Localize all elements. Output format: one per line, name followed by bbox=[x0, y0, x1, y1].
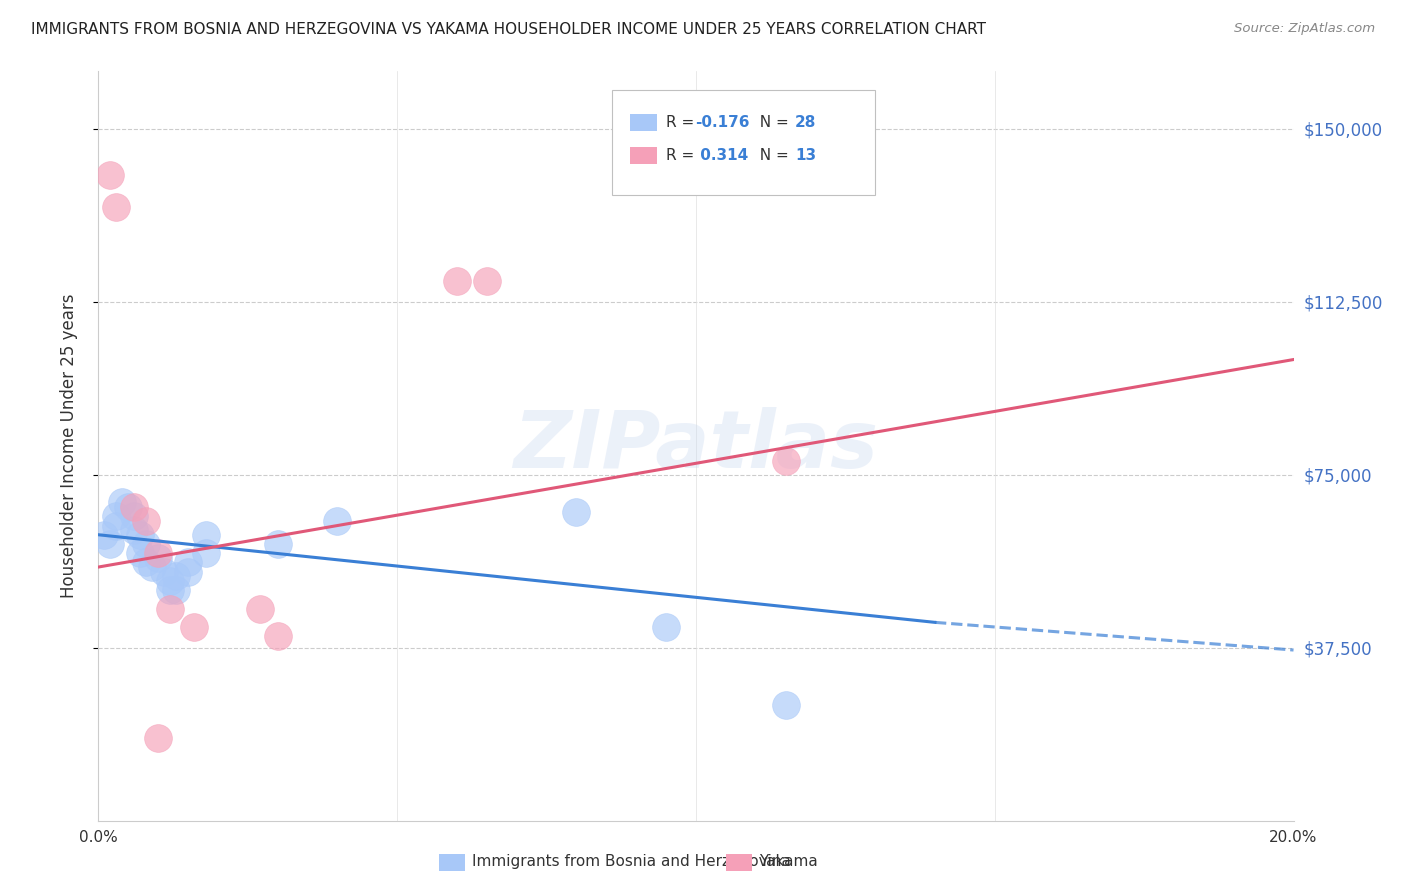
Text: 28: 28 bbox=[796, 115, 817, 130]
Point bbox=[135, 514, 157, 528]
Point bbox=[267, 537, 290, 551]
Text: ZIPatlas: ZIPatlas bbox=[513, 407, 879, 485]
Point bbox=[446, 274, 468, 288]
Text: Source: ZipAtlas.com: Source: ZipAtlas.com bbox=[1234, 22, 1375, 36]
Point bbox=[129, 546, 152, 560]
Point bbox=[124, 523, 146, 537]
FancyBboxPatch shape bbox=[630, 114, 657, 130]
Point bbox=[105, 509, 128, 524]
Point bbox=[105, 200, 128, 214]
Point bbox=[267, 629, 290, 643]
Point bbox=[775, 698, 797, 713]
Point bbox=[124, 509, 146, 524]
Point bbox=[105, 518, 128, 533]
Point bbox=[195, 546, 218, 560]
Text: IMMIGRANTS FROM BOSNIA AND HERZEGOVINA VS YAKAMA HOUSEHOLDER INCOME UNDER 25 YEA: IMMIGRANTS FROM BOSNIA AND HERZEGOVINA V… bbox=[31, 22, 986, 37]
Point bbox=[135, 537, 157, 551]
Point bbox=[98, 168, 122, 182]
Point bbox=[98, 537, 122, 551]
Text: N =: N = bbox=[749, 115, 793, 130]
Text: Immigrants from Bosnia and Herzegovina: Immigrants from Bosnia and Herzegovina bbox=[472, 855, 792, 870]
Text: 0.314: 0.314 bbox=[695, 148, 748, 162]
Point bbox=[111, 495, 134, 509]
Point bbox=[165, 569, 187, 583]
Point bbox=[117, 500, 139, 514]
Point bbox=[183, 620, 205, 634]
Text: N =: N = bbox=[749, 148, 793, 162]
FancyBboxPatch shape bbox=[725, 855, 752, 871]
Point bbox=[93, 528, 115, 542]
Point bbox=[177, 556, 200, 570]
Point bbox=[655, 620, 678, 634]
Point bbox=[129, 528, 152, 542]
Point bbox=[775, 454, 797, 468]
FancyBboxPatch shape bbox=[439, 855, 465, 871]
Y-axis label: Householder Income Under 25 years: Householder Income Under 25 years bbox=[59, 293, 77, 599]
Text: 13: 13 bbox=[796, 148, 817, 162]
Point bbox=[148, 731, 170, 745]
Point bbox=[141, 560, 163, 574]
FancyBboxPatch shape bbox=[630, 147, 657, 163]
Point bbox=[124, 500, 146, 514]
Point bbox=[159, 601, 181, 615]
Point bbox=[159, 583, 181, 598]
Point bbox=[326, 514, 349, 528]
Point bbox=[177, 565, 200, 579]
Text: R =: R = bbox=[666, 115, 699, 130]
Point bbox=[565, 505, 588, 519]
FancyBboxPatch shape bbox=[613, 90, 876, 195]
Text: -0.176: -0.176 bbox=[695, 115, 749, 130]
Point bbox=[159, 574, 181, 588]
Point bbox=[148, 546, 170, 560]
Point bbox=[195, 528, 218, 542]
Point bbox=[153, 565, 176, 579]
Point bbox=[249, 601, 271, 615]
Text: Yakama: Yakama bbox=[759, 855, 818, 870]
Point bbox=[475, 274, 498, 288]
Point bbox=[148, 550, 170, 565]
Text: R =: R = bbox=[666, 148, 699, 162]
Point bbox=[135, 556, 157, 570]
Point bbox=[165, 583, 187, 598]
